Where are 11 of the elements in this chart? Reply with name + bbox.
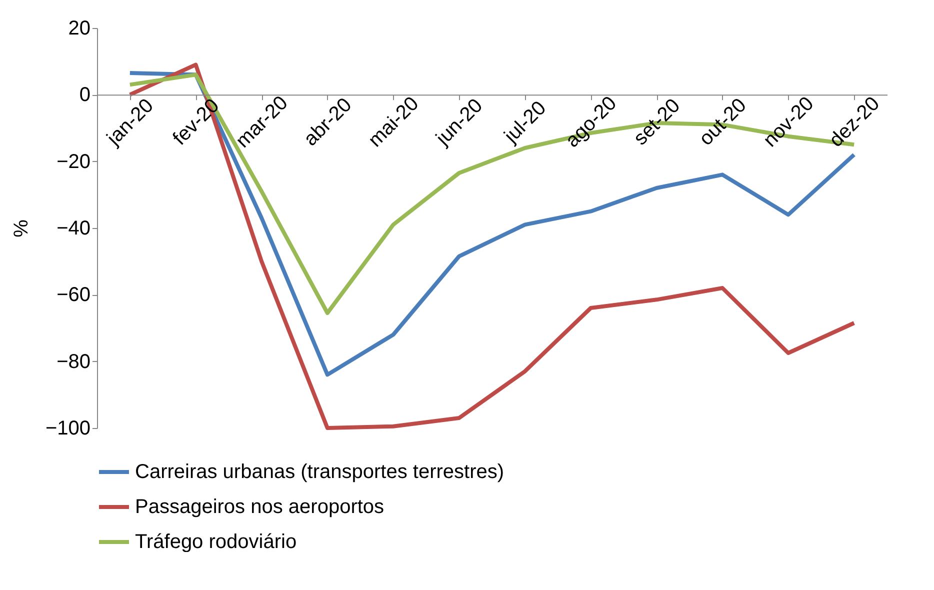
y-tick-label: −100 — [45, 418, 90, 440]
y-tick-label: −60 — [56, 284, 90, 306]
legend-label: Carreiras urbanas (transportes terrestres) — [135, 461, 504, 483]
y-tick-label: −20 — [56, 150, 90, 173]
y-tick-label: 0 — [79, 84, 90, 106]
y-tick-label: 20 — [68, 18, 90, 40]
y-axis-title: % — [10, 219, 32, 238]
legend-label: Passageiros nos aeroportos — [135, 496, 384, 518]
legend-label: Tráfego rodoviário — [135, 531, 297, 553]
y-tick-label: −80 — [56, 350, 90, 373]
y-tick-label: −40 — [56, 218, 90, 240]
